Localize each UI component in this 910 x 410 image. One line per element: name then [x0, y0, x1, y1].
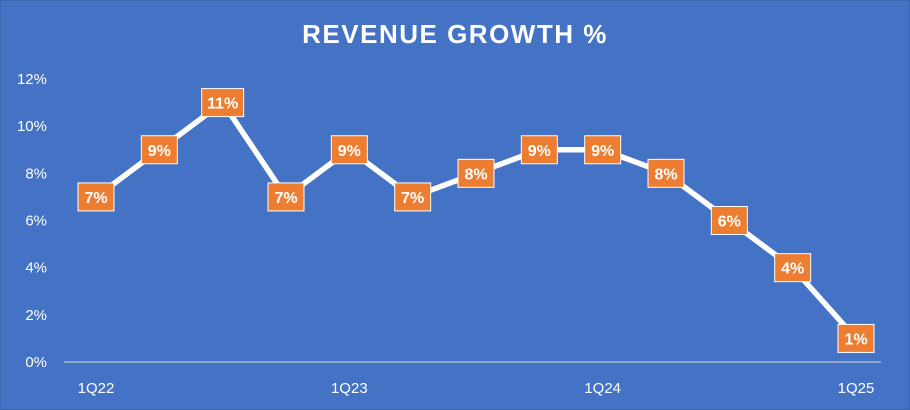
- y-tick-label: 10%: [17, 118, 47, 135]
- data-label-text: 1%: [844, 331, 867, 348]
- x-tick-label: 1Q24: [584, 380, 621, 397]
- data-label-text: 4%: [781, 261, 804, 278]
- data-label: 7%: [77, 182, 115, 212]
- x-tick-label: 1Q22: [78, 380, 115, 397]
- data-label-box: [774, 253, 812, 283]
- data-label-box: [584, 135, 622, 165]
- data-label-text: 7%: [274, 190, 297, 207]
- data-label: 1%: [837, 323, 875, 353]
- data-label-text: 9%: [591, 143, 614, 160]
- data-label: 8%: [457, 158, 495, 188]
- y-tick-label: 2%: [25, 307, 47, 324]
- axis-layer: 0% 2% 4% 6% 8% 10% 12% 1Q22 1Q23 1Q24 1Q25: [17, 71, 881, 397]
- data-labels: 7% 9% 11% 7% 9% 7% 8% 9% 9% 8% 6% 4% 1%: [77, 88, 875, 353]
- data-label: 9%: [140, 135, 178, 165]
- data-label-box: [710, 206, 748, 235]
- data-label-box: [647, 158, 685, 188]
- data-label-text: 7%: [401, 190, 424, 207]
- data-label: 9%: [520, 135, 558, 165]
- data-label-box: [457, 158, 495, 188]
- data-label-text: 9%: [148, 143, 171, 160]
- data-label-text: 8%: [464, 166, 487, 183]
- x-tick-label: 1Q23: [331, 380, 368, 397]
- data-label: 6%: [710, 206, 748, 235]
- data-label-text: 9%: [338, 143, 361, 160]
- data-label-box: [201, 88, 245, 118]
- x-tick-label: 1Q25: [838, 380, 875, 397]
- chart-title: REVENUE GROWTH %: [302, 19, 608, 49]
- drop-lines: [95, 102, 857, 362]
- data-label-box: [837, 323, 875, 353]
- data-label: 8%: [647, 158, 685, 188]
- data-label-box: [77, 182, 115, 212]
- data-label-text: 7%: [84, 190, 107, 207]
- y-tick-label: 4%: [25, 260, 47, 277]
- data-label: 9%: [330, 135, 368, 165]
- data-label-text: 8%: [654, 166, 677, 183]
- data-label-text: 9%: [528, 143, 551, 160]
- data-label: 7%: [394, 182, 432, 212]
- data-label: 4%: [774, 253, 812, 283]
- data-label-box: [520, 135, 558, 165]
- data-label: 11%: [201, 88, 245, 118]
- data-label-text: 11%: [207, 96, 238, 113]
- data-label-box: [394, 182, 432, 212]
- data-label-box: [330, 135, 368, 165]
- y-tick-label: 12%: [17, 71, 47, 88]
- data-label-text: 6%: [718, 214, 741, 231]
- y-tick-label: 8%: [25, 165, 47, 182]
- data-label: 9%: [584, 135, 622, 165]
- data-label-box: [140, 135, 178, 165]
- y-tick-label: 6%: [25, 213, 47, 230]
- y-tick-label: 0%: [25, 354, 47, 371]
- data-label: 7%: [267, 182, 305, 212]
- data-label-box: [267, 182, 305, 212]
